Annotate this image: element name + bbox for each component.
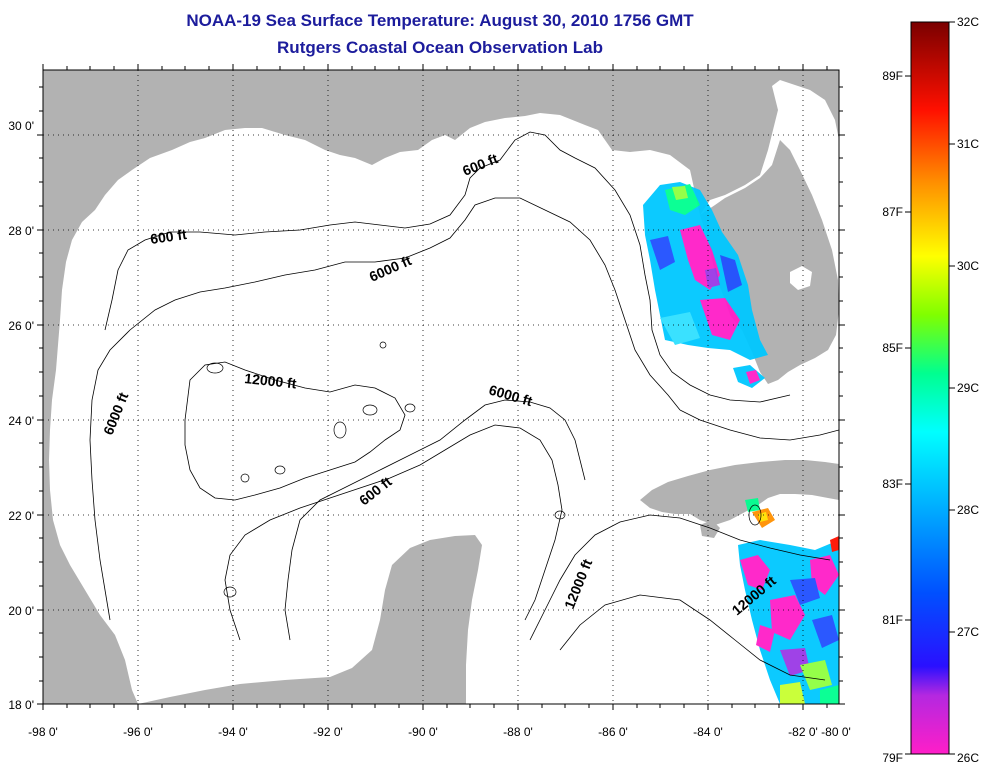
map-title: NOAA-19 Sea Surface Temperature: August … <box>186 11 694 30</box>
lon-tick-label: -84 0' <box>693 725 723 739</box>
lon-tick-label: -92 0' <box>313 725 343 739</box>
lat-tick-label: 22 0' <box>8 509 34 523</box>
sst-swath-caribbean <box>738 498 839 704</box>
lon-tick-label: -90 0' <box>408 725 438 739</box>
contour-600ft-north <box>104 131 791 403</box>
lat-tick-label: 20 0' <box>8 604 34 618</box>
land-florida <box>700 140 839 384</box>
colorbar-fahrenheit-label: 87F <box>882 205 903 219</box>
lon-tick-label: -88 0' <box>503 725 533 739</box>
land-isle-of-youth <box>700 520 720 538</box>
colorbar: 32C 31C 30C 29C 28C 27C 26C 89F 87F 85F … <box>882 15 979 765</box>
colorbar-fahrenheit-label: 79F <box>882 751 903 765</box>
colorbar-fahrenheit-label: 83F <box>882 477 903 491</box>
lat-tick-label: 30 0' <box>8 119 34 133</box>
colorbar-celsius-label: 27C <box>957 625 979 639</box>
colorbar-celsius-label: 30C <box>957 259 979 273</box>
land-cuba <box>640 460 839 525</box>
frame-ticks <box>37 64 845 710</box>
colorbar-fahrenheit-label: 81F <box>882 613 903 627</box>
map-subtitle: Rutgers Coastal Ocean Observation Lab <box>277 38 603 57</box>
sst-swath-florida <box>643 182 768 388</box>
lat-tick-label: 26 0' <box>8 319 34 333</box>
colorbar-fahrenheit-label: 85F <box>882 341 903 355</box>
lon-tick-label: -86 0' <box>598 725 628 739</box>
land-north-america <box>43 70 839 704</box>
lake-okeechobee <box>790 266 812 290</box>
contour-600ft-campeche <box>224 424 563 641</box>
contour-6000ft-west <box>89 197 681 621</box>
lon-tick-label: -80 0' <box>821 725 851 739</box>
colorbar-gradient <box>910 21 950 755</box>
lat-tick-label: 28 0' <box>8 224 34 238</box>
bathymetry-contours <box>89 131 839 681</box>
colorbar-celsius-label: 29C <box>957 381 979 395</box>
contour-florida-straits <box>679 409 839 441</box>
contour-12000ft-abyssal <box>184 361 406 501</box>
map-frame <box>42 69 840 705</box>
colorbar-celsius-label: 32C <box>957 15 979 29</box>
contour-label: 600 ft <box>149 226 188 247</box>
lon-tick-label: -82 0' <box>788 725 818 739</box>
map-content <box>43 70 839 704</box>
lon-tick-label: -98 0' <box>28 725 58 739</box>
contour-caribbean-deep <box>559 594 826 681</box>
lat-tick-label: 24 0' <box>8 414 34 428</box>
land-yucatan <box>138 535 482 704</box>
colorbar-celsius-label: 26C <box>957 751 979 765</box>
lat-tick-label: 18 0' <box>8 698 34 712</box>
contour-label: 12000 ft <box>244 370 298 391</box>
contour-6000ft-south <box>284 399 586 641</box>
latitude-labels: 18 0' 20 0' 22 0' 24 0' 26 0' 28 0' 30 0… <box>8 119 34 712</box>
contour-12000ft-caribbean <box>529 514 831 641</box>
lon-tick-label: -96 0' <box>123 725 153 739</box>
longitude-labels: -98 0' -96 0' -94 0' -92 0' -90 0' -88 0… <box>28 725 851 739</box>
colorbar-fahrenheit-label: 89F <box>882 69 903 83</box>
lon-tick-label: -94 0' <box>218 725 248 739</box>
colorbar-celsius-label: 31C <box>957 137 979 151</box>
graticule <box>43 70 839 704</box>
colorbar-celsius-label: 28C <box>957 503 979 517</box>
